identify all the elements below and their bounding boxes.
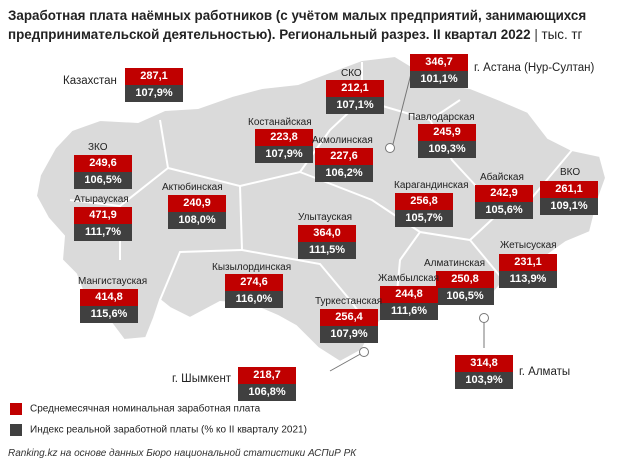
index-value: 116,0%: [225, 291, 283, 308]
index-value: 107,9%: [125, 85, 183, 102]
region-box-zhetysu: 231,1 113,9%: [499, 254, 557, 288]
region-label-astana: г. Астана (Нур-Султан): [474, 62, 595, 74]
index-value: 107,9%: [255, 146, 313, 163]
region-label-vko: ВКО: [560, 167, 581, 178]
index-value: 109,3%: [418, 141, 476, 158]
salary-value: 240,9: [168, 195, 226, 212]
region-label-turkestan: Туркестанская: [315, 296, 383, 307]
salary-value: 223,8: [255, 129, 313, 146]
region-box-aktobe: 240,9 108,0%: [168, 195, 226, 229]
legend-salary: Среднемесячная номинальная заработная пл…: [10, 403, 260, 415]
index-value: 106,8%: [238, 384, 296, 401]
astana-marker: [385, 143, 395, 153]
region-box-kazakhstan: 287,1 107,9%: [125, 68, 183, 102]
salary-value: 346,7: [410, 54, 468, 71]
salary-value: 231,1: [499, 254, 557, 271]
index-value: 106,2%: [315, 165, 373, 182]
salary-value: 250,8: [436, 271, 494, 288]
region-label-ulytau: Улытауская: [298, 212, 353, 223]
source-note: Ranking.kz на основе данных Бюро национа…: [8, 448, 357, 459]
region-box-turkestan: 256,4 107,9%: [320, 309, 378, 343]
legend-swatch-index: [10, 424, 22, 436]
region-label-atyrau: Атырауская: [74, 194, 129, 205]
legend-index: Индекс реальной заработной платы (% ко I…: [10, 424, 307, 436]
salary-value: 471,9: [74, 207, 132, 224]
region-label-kostanay: Костанайская: [248, 117, 312, 128]
index-value: 106,5%: [74, 172, 132, 189]
index-value: 107,1%: [326, 97, 384, 114]
region-label-sko: СКО: [341, 68, 362, 79]
region-box-akmola: 227,6 106,2%: [315, 148, 373, 182]
region-label-abay: Абайская: [480, 172, 524, 183]
region-label-shymkent: г. Шымкент: [172, 373, 232, 385]
index-value: 106,5%: [436, 288, 494, 305]
salary-value: 249,6: [74, 155, 132, 172]
region-box-shymkent: 218,7 106,8%: [238, 367, 296, 401]
region-label-kyzylorda: Кызылординская: [212, 262, 292, 273]
index-value: 113,9%: [499, 271, 557, 288]
salary-value: 364,0: [298, 225, 356, 242]
salary-value: 256,8: [395, 193, 453, 210]
index-value: 105,7%: [395, 210, 453, 227]
index-value: 107,9%: [320, 326, 378, 343]
region-label-kazakhstan: Казахстан: [63, 75, 117, 87]
region-label-almaty-city: г. Алматы: [519, 366, 571, 378]
salary-value: 244,8: [380, 286, 438, 303]
index-value: 105,6%: [475, 202, 533, 219]
legend-swatch-salary: [10, 403, 22, 415]
index-value: 111,7%: [74, 224, 132, 241]
region-label-aktobe: Актюбинская: [162, 182, 223, 193]
legend-index-label: Индекс реальной заработной платы (% ко I…: [30, 424, 307, 436]
shymkent-marker: [359, 347, 369, 357]
chart-title: Заработная плата наёмных работников (с у…: [8, 6, 634, 44]
region-box-atyrau: 471,9 111,7%: [74, 207, 132, 241]
region-box-mangystau: 414,8 115,6%: [80, 289, 138, 323]
index-value: 101,1%: [410, 71, 468, 88]
index-value: 115,6%: [80, 306, 138, 323]
salary-value: 261,1: [540, 181, 598, 198]
salary-value: 218,7: [238, 367, 296, 384]
region-box-almaty-region: 250,8 106,5%: [436, 271, 494, 305]
salary-value: 245,9: [418, 124, 476, 141]
index-value: 111,6%: [380, 303, 438, 320]
index-value: 111,5%: [298, 242, 356, 259]
region-label-akmola: Акмолинская: [312, 135, 373, 146]
region-label-zhambyl: Жамбылская: [378, 273, 439, 284]
region-box-almaty-city: 314,8 103,9%: [455, 355, 513, 389]
legend-salary-label: Среднемесячная номинальная заработная пл…: [30, 403, 261, 415]
salary-value: 227,6: [315, 148, 373, 165]
salary-value: 274,6: [225, 274, 283, 291]
region-box-kostanay: 223,8 107,9%: [255, 129, 313, 163]
title-text: Заработная плата наёмных работников (с у…: [8, 8, 587, 42]
salary-value: 256,4: [320, 309, 378, 326]
region-label-zko: ЗКО: [88, 142, 108, 153]
index-value: 109,1%: [540, 198, 598, 215]
region-box-sko: 212,1 107,1%: [326, 80, 384, 114]
region-label-almaty-region: Алматинская: [424, 258, 485, 269]
salary-value: 242,9: [475, 185, 533, 202]
region-box-zhambyl: 244,8 111,6%: [380, 286, 438, 320]
region-label-mangystau: Мангистауская: [78, 276, 148, 287]
region-box-kyzylorda: 274,6 116,0%: [225, 274, 283, 308]
region-label-zhetysu: Жетысуская: [500, 240, 557, 251]
region-label-karaganda: Карагандинская: [394, 180, 469, 191]
salary-value: 414,8: [80, 289, 138, 306]
salary-value: 287,1: [125, 68, 183, 85]
region-box-abay: 242,9 105,6%: [475, 185, 533, 219]
index-value: 103,9%: [455, 372, 513, 389]
almaty-marker: [479, 313, 489, 323]
region-box-karaganda: 256,8 105,7%: [395, 193, 453, 227]
salary-value: 314,8: [455, 355, 513, 372]
region-label-pavlodar: Павлодарская: [408, 112, 475, 123]
salary-value: 212,1: [326, 80, 384, 97]
index-value: 108,0%: [168, 212, 226, 229]
region-box-astana: 346,7 101,1%: [410, 54, 468, 88]
region-box-pavlodar: 245,9 109,3%: [418, 124, 476, 158]
region-box-zko: 249,6 106,5%: [74, 155, 132, 189]
title-unit: тыс. тг: [541, 27, 583, 42]
region-box-vko: 261,1 109,1%: [540, 181, 598, 215]
title-separator: |: [534, 27, 538, 42]
region-box-ulytau: 364,0 111,5%: [298, 225, 356, 259]
